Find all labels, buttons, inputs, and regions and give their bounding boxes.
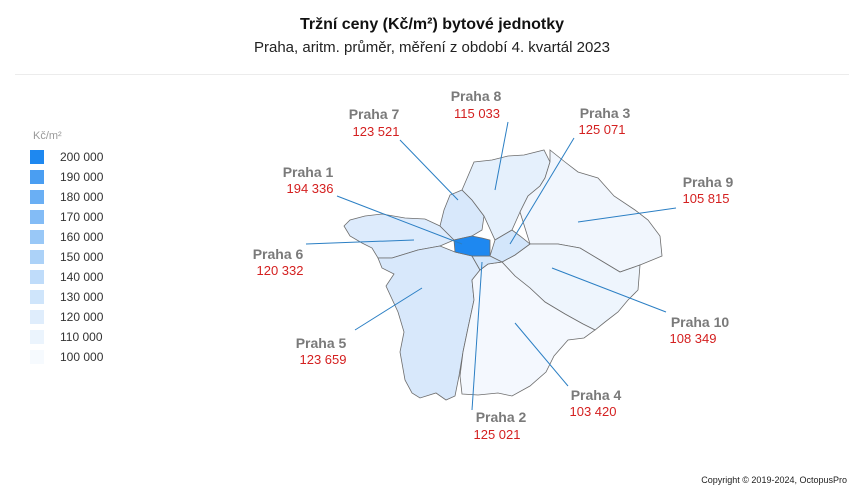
legend-swatch [30,150,44,164]
legend-scale: 200 000 190 000 180 000 170 000 160 000 150 0… [30,147,103,367]
label-praha-4-price: 103 420 [570,404,617,419]
leader-praha-3 [509,137,575,245]
chart-subtitle: Praha, aritm. průměr, měření z období 4.… [253,39,610,56]
leader-praha-5 [354,287,423,331]
label-praha-5-price: 123 659 [300,352,347,367]
label-praha-8-price: 115 033 [454,106,500,121]
label-praha-9-name: Praha 9 [683,174,734,190]
label-praha-7-name: Praha 7 [349,106,400,122]
leader-praha-1 [336,195,463,245]
label-praha-1-price: 194 336 [287,181,334,196]
label-praha-7-price: 123 521 [353,124,400,139]
legend-swatch [30,190,44,204]
legend-swatch [30,270,44,284]
color-legend: Kč/m² 200 000 190 000 180 000 170 000 160 00… [30,130,103,367]
leader-praha-9 [577,207,677,223]
label-praha-2-name: Praha 2 [476,409,527,425]
leader-lines [305,121,677,411]
label-praha-1-name: Praha 1 [283,164,334,180]
header-divider [15,74,849,75]
label-praha-6-price: 120 332 [257,263,304,278]
legend-item: 200 000 [30,147,103,167]
legend-swatch [30,230,44,244]
district-praha-4[interactable] [459,261,596,397]
district-praha-1[interactable] [453,235,491,257]
leader-praha-8 [494,121,509,191]
leader-praha-6 [305,239,415,245]
legend-swatch [30,170,44,184]
label-praha-3-price: 125 071 [579,122,626,137]
legend-item: 100 000 [30,347,103,367]
label-praha-3-name: Praha 3 [580,105,631,121]
label-praha-5-name: Praha 5 [296,335,347,351]
district-areas [343,149,663,401]
label-praha-10-price: 108 349 [670,331,717,346]
label-praha-8-name: Praha 8 [451,88,502,104]
legend-swatch [30,310,44,324]
label-praha-10-name: Praha 10 [671,314,730,330]
legend-item: 110 000 [30,327,103,347]
legend-label: 180 000 [60,190,104,204]
legend-swatch [30,250,44,264]
chart-title: Tržní ceny (Kč/m²) bytové jednotky [299,16,565,33]
legend-label: 170 000 [60,210,104,224]
legend-item: 140 000 [30,267,103,287]
copyright-notice: Copyright © 2019-2024, OctopusPro [701,475,847,485]
legend-item: 130 000 [30,287,103,307]
legend-swatch [30,330,44,344]
legend-label: 150 000 [60,250,104,264]
legend-label: 110 000 [60,330,103,344]
label-praha-9-price: 105 815 [683,191,730,206]
leader-praha-2 [471,261,483,411]
label-praha-2-price: 125 021 [474,427,521,442]
legend-swatch [30,210,44,224]
label-praha-4-name: Praha 4 [571,387,622,403]
legend-item: 180 000 [30,187,103,207]
legend-item: 160 000 [30,227,103,247]
legend-swatch [30,290,44,304]
legend-label: 140 000 [60,270,104,284]
leader-praha-4 [514,322,569,387]
legend-label: 100 000 [60,350,104,364]
legend-label: 190 000 [60,170,104,184]
legend-item: 190 000 [30,167,103,187]
legend-label: 120 000 [60,310,104,324]
leader-praha-10 [551,267,667,313]
legend-label: 130 000 [60,290,104,304]
legend-label: 160 000 [60,230,104,244]
legend-label: 200 000 [60,150,104,164]
legend-item: 170 000 [30,207,103,227]
label-praha-6-name: Praha 6 [253,246,304,262]
district-labels: Praha 7 123 521 Praha 8 115 033 Praha 3 … [253,88,734,442]
legend-item: 120 000 [30,307,103,327]
leader-praha-7 [399,139,459,201]
legend-swatch [30,350,44,364]
legend-item: 150 000 [30,247,103,267]
legend-unit: Kč/m² [33,130,62,142]
